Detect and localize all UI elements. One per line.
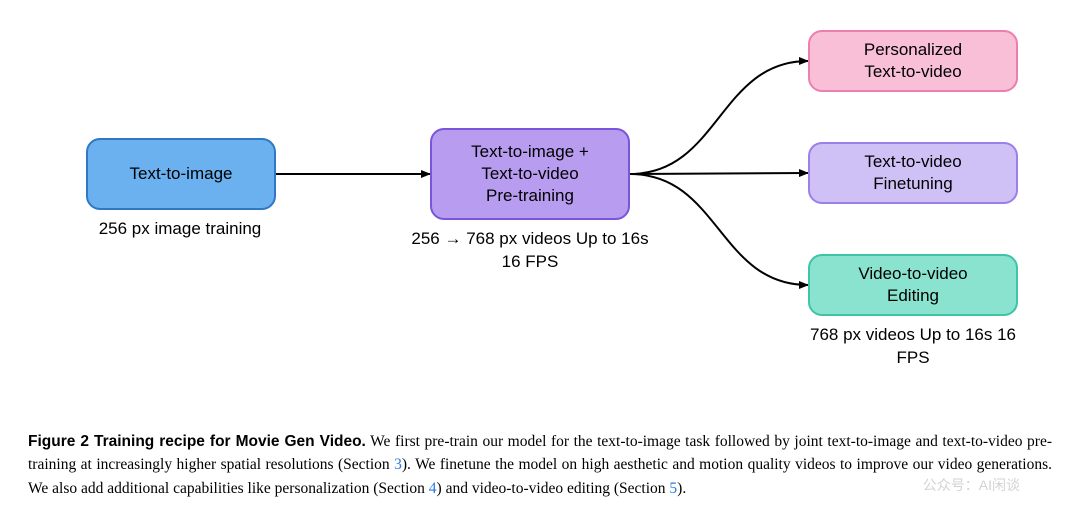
edge-n2-n4 bbox=[630, 173, 808, 174]
caption-link-5: 5 bbox=[669, 480, 677, 497]
sublabel-n5: 768 px videos Up to 16s 16 FPS bbox=[793, 324, 1033, 370]
flowchart-diagram: Text-to-image 256 px image training Text-t… bbox=[0, 0, 1080, 380]
sublabel-n1: 256 px image training bbox=[60, 218, 300, 241]
node-n1: Text-to-image bbox=[86, 138, 276, 210]
node-n3: Personalized Text-to-video bbox=[808, 30, 1018, 92]
caption-link-3: 3 bbox=[394, 456, 402, 473]
figure-caption: Figure 2 Training recipe for Movie Gen V… bbox=[28, 430, 1052, 500]
node-n4: Text-to-video Finetuning bbox=[808, 142, 1018, 204]
node-n2: Text-to-image + Text-to-video Pre-traini… bbox=[430, 128, 630, 220]
caption-text-3: ). bbox=[677, 480, 686, 497]
caption-text-2: ) and video-to-video editing (Section bbox=[437, 480, 670, 497]
caption-link-4: 4 bbox=[429, 480, 437, 497]
node-n5: Video-to-video Editing bbox=[808, 254, 1018, 316]
edge-n2-n3 bbox=[630, 61, 808, 174]
caption-title: Figure 2 Training recipe for Movie Gen V… bbox=[28, 433, 366, 450]
edge-n2-n5 bbox=[630, 174, 808, 285]
sublabel-n2: 256 → 768 px videos Up to 16s 16 FPS bbox=[410, 228, 650, 274]
